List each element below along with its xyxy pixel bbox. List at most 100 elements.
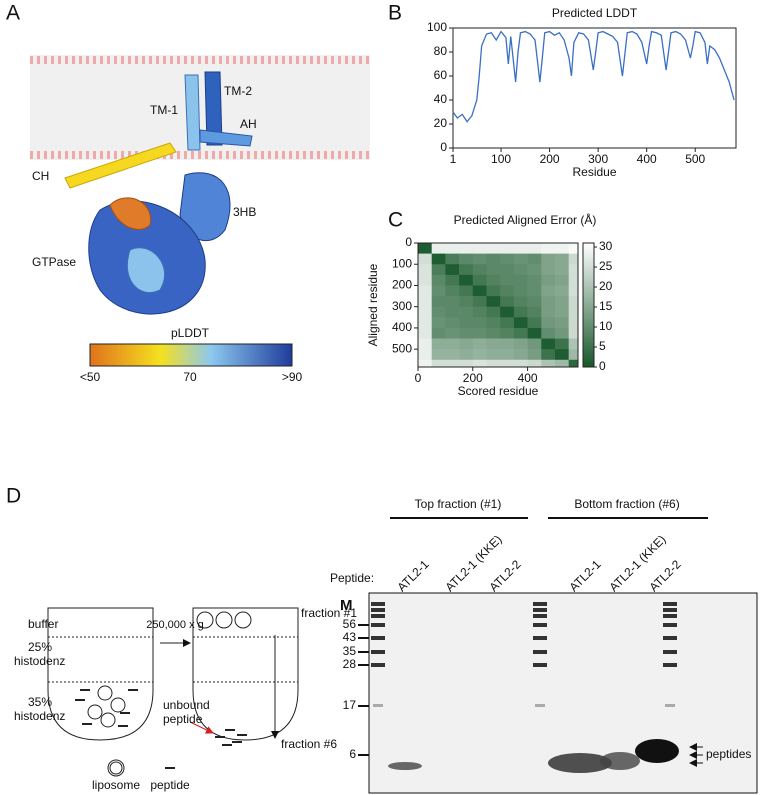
structure-label: TM-2 — [224, 84, 252, 98]
layer-label: 35% — [28, 695, 52, 709]
colorbar-label: 5 — [599, 339, 606, 353]
heatmap-cell — [486, 327, 501, 339]
heatmap-cell — [527, 306, 542, 318]
heatmap-cell — [486, 264, 501, 276]
heatmap-cell — [527, 264, 542, 276]
heatmap-cell — [486, 359, 501, 368]
colorbar-label: 70 — [183, 370, 197, 384]
heatmap-cell — [418, 338, 432, 350]
gel-header: Bottom fraction (#6) — [574, 497, 679, 511]
heatmap-cell — [472, 306, 487, 318]
ladder-band — [371, 623, 385, 627]
heatmap-cell — [500, 274, 515, 286]
ladder-band — [371, 663, 385, 667]
ladder-band — [371, 636, 385, 640]
heatmap-cell — [554, 338, 569, 350]
heatmap-cell — [500, 243, 515, 254]
heatmap-cell — [431, 285, 446, 297]
heatmap-cell — [541, 264, 556, 276]
ladder-band — [533, 636, 547, 640]
heatmap-cell — [568, 296, 579, 307]
ladder-band — [663, 602, 677, 606]
heatmap-cell — [418, 264, 432, 276]
y-tick-label: 80 — [434, 44, 448, 58]
heatmap-cell — [418, 253, 432, 265]
x-tick-label: 300 — [588, 152, 608, 166]
colorbar-label: <50 — [80, 370, 101, 384]
ladder-band — [533, 663, 547, 667]
heatmap-cell — [527, 338, 542, 350]
heatmap-cell — [486, 306, 501, 318]
heatmap-cell — [513, 359, 528, 368]
heatmap-cell — [486, 338, 501, 350]
ladder-band — [663, 636, 677, 640]
heatmap-cell — [527, 349, 542, 361]
y-tick-label: 100 — [427, 20, 447, 34]
lane-label: ATL2-2 — [486, 557, 523, 594]
pae-chart: Predicted Aligned Error (Å)0100200300400… — [366, 212, 613, 398]
heatmap-cell — [418, 306, 432, 318]
x-tick-label: 400 — [518, 371, 538, 385]
heatmap-cell — [513, 349, 528, 361]
heatmap-cell — [445, 285, 460, 297]
heatmap-cell — [472, 296, 487, 307]
heatmap-cell — [418, 359, 432, 368]
ladder-band — [371, 650, 385, 654]
tube-art — [47, 607, 299, 777]
heatmap-cell — [554, 274, 569, 286]
band-label: peptides — [706, 747, 751, 761]
heatmap-cell — [486, 274, 501, 286]
plot-frame — [417, 242, 579, 368]
heatmap-cell — [418, 285, 432, 297]
heatmap-cell — [445, 274, 460, 286]
heatmap-cell — [568, 285, 579, 297]
heatmap-cell — [472, 317, 487, 329]
heatmap-cell — [554, 349, 569, 361]
heatmap-cell — [513, 264, 528, 276]
structure-art — [30, 55, 370, 315]
x-axis-label: Scored residue — [458, 384, 539, 398]
heatmap-cell — [541, 338, 556, 350]
heatmap-cell — [568, 317, 579, 329]
panel-label: C — [388, 209, 403, 232]
heatmap-cell — [431, 296, 446, 307]
ladder-band — [663, 623, 677, 627]
marker-size: 35 — [343, 644, 357, 658]
y-axis-label: Aligned residue — [366, 263, 380, 346]
y-tick-label: 300 — [392, 299, 412, 313]
colorbar-label: 15 — [599, 299, 613, 313]
heatmap-cell — [554, 359, 569, 368]
x-tick-label: 400 — [637, 152, 657, 166]
y-tick-label: 400 — [392, 320, 412, 334]
gel-header: Top fraction (#1) — [415, 497, 502, 511]
heatmap-cell — [486, 253, 501, 265]
heatmap-cell — [500, 317, 515, 329]
layer-label: 25% — [28, 640, 52, 654]
heatmap-cell — [445, 317, 460, 329]
y-tick-label: 40 — [434, 92, 448, 106]
heatmap-cell — [541, 349, 556, 361]
heatmap-cell — [554, 327, 569, 339]
heatmap-cell — [527, 274, 542, 286]
x-tick-label: 100 — [491, 152, 511, 166]
heatmap-cell — [472, 285, 487, 297]
heatmap-cell — [418, 327, 432, 339]
ladder-band — [533, 614, 547, 618]
heatmap-cell — [445, 296, 460, 307]
ladder-band — [533, 608, 547, 612]
chart-title: Predicted LDDT — [552, 6, 638, 20]
y-tick-label: 500 — [392, 341, 412, 355]
heatmap-cell — [568, 359, 579, 368]
line-series — [452, 30, 735, 123]
y-tick-label: 100 — [392, 256, 412, 270]
structure-label: TM-1 — [150, 103, 178, 117]
structure-label: GTPase — [32, 255, 76, 269]
heatmap-cell — [500, 349, 515, 361]
marker-size: 43 — [343, 630, 357, 644]
heatmap-cell — [445, 349, 460, 361]
heatmap-cell — [459, 327, 474, 339]
y-tick-label: 60 — [434, 68, 448, 82]
heatmap-cell — [431, 243, 446, 254]
x-tick-label: 0 — [415, 371, 422, 385]
heatmap-cell — [513, 274, 528, 286]
